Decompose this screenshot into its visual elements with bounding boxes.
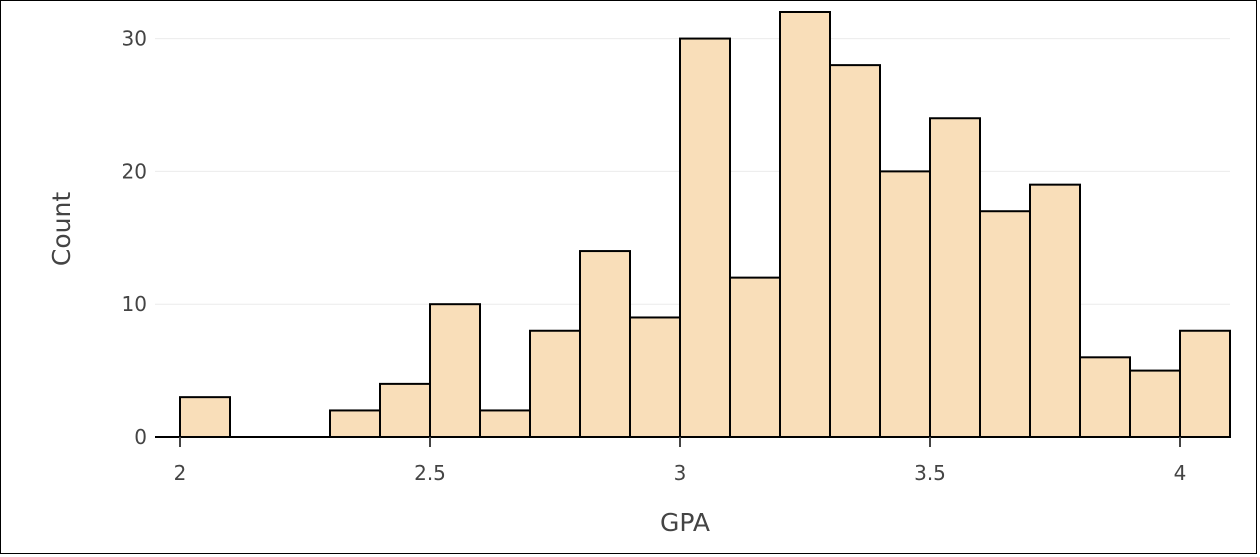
- x-tick-label-0: 2: [174, 461, 187, 485]
- bar-17: [1029, 183, 1081, 438]
- axes: [155, 436, 1230, 447]
- bar-6: [479, 409, 531, 438]
- bar-11: [729, 276, 781, 438]
- x-tick-label-1: 2.5: [414, 461, 446, 485]
- bar-14: [879, 170, 931, 438]
- bar-7: [529, 329, 581, 438]
- bar-20: [1179, 329, 1231, 438]
- bar-10: [679, 37, 731, 438]
- bar-3: [329, 409, 381, 438]
- x-axis-title: GPA: [660, 508, 710, 537]
- bar-16: [979, 210, 1031, 438]
- bar-4: [379, 382, 431, 438]
- bars: [179, 11, 1231, 438]
- bar-9: [629, 316, 681, 438]
- bar-18: [1079, 356, 1131, 438]
- bar-5: [429, 303, 481, 438]
- bar-0: [179, 396, 231, 438]
- y-tick-label-3: 30: [122, 27, 147, 51]
- y-tick-labels: 0 10 20 30: [122, 27, 147, 449]
- y-tick-label-2: 20: [122, 159, 147, 183]
- bar-13: [829, 64, 881, 438]
- x-tick-labels: 2 2.5 3 3.5 4: [174, 461, 1187, 485]
- y-tick-label-1: 10: [122, 292, 147, 316]
- bar-15: [929, 117, 981, 438]
- y-axis-title: Count: [47, 192, 76, 266]
- y-tick-label-0: 0: [134, 425, 147, 449]
- bar-12: [779, 11, 831, 438]
- x-tick-label-3: 3.5: [914, 461, 946, 485]
- bar-19: [1129, 369, 1181, 438]
- bar-8: [579, 250, 631, 438]
- x-tick-label-4: 4: [1174, 461, 1187, 485]
- x-tick-label-2: 3: [674, 461, 687, 485]
